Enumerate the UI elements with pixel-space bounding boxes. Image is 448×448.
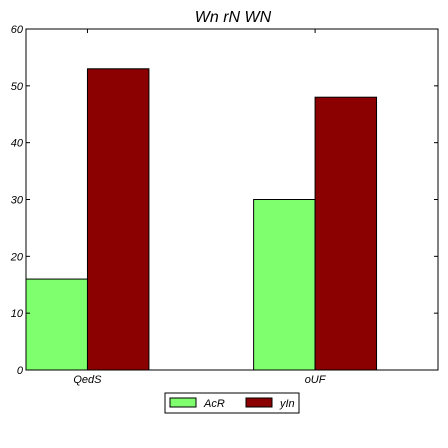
y-tick-label: 10 [11, 308, 24, 320]
bar-yIn-oUF [314, 96, 378, 371]
bars-group [25, 68, 378, 371]
y-tick-label: 60 [11, 24, 24, 36]
y-tick-label: 30 [11, 195, 24, 207]
legend-swatch-yIn [245, 397, 273, 408]
legend-label-AcR: AcR [203, 398, 225, 410]
legend-label-yIn: yIn [279, 398, 295, 410]
bar-AcR-QedS [25, 278, 88, 371]
bar-AcR-oUF [253, 199, 316, 371]
legend: AcR yIn [164, 392, 300, 414]
y-axis: 0 10 20 30 40 50 60 [10, 24, 438, 377]
bar-yIn-QedS [86, 68, 150, 371]
y-tick-label: 50 [11, 81, 24, 93]
chart-title: Wn rN WN [195, 9, 272, 26]
x-tick-label: QedS [73, 374, 102, 386]
x-axis: QedS oUF [73, 29, 327, 386]
x-tick-label: oUF [305, 374, 327, 386]
legend-swatch-AcR [169, 397, 197, 408]
y-tick-label: 40 [11, 138, 24, 150]
y-tick-label: 0 [17, 365, 24, 377]
y-tick-label: 20 [10, 251, 24, 263]
